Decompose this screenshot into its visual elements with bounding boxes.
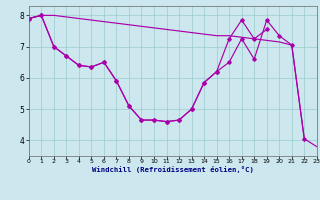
X-axis label: Windchill (Refroidissement éolien,°C): Windchill (Refroidissement éolien,°C) xyxy=(92,166,254,173)
